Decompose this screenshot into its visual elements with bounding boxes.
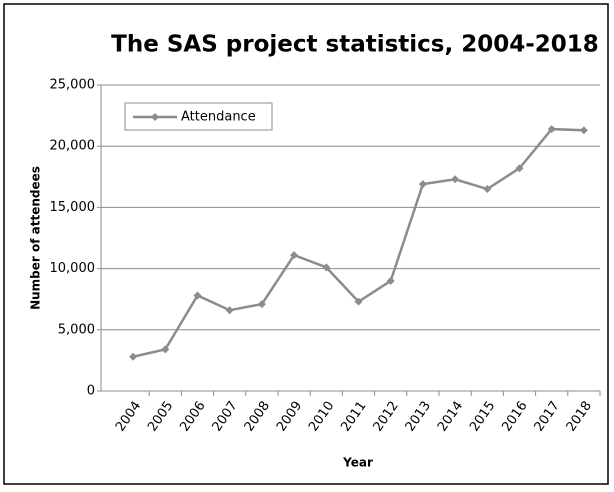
data-point xyxy=(386,276,395,285)
legend-label: Attendance xyxy=(181,110,256,125)
chart-title: The SAS project statistics, 2004-2018 xyxy=(111,32,599,58)
data-point xyxy=(547,125,556,134)
y-tick-label: 20,000 xyxy=(50,139,96,154)
data-point xyxy=(225,306,234,315)
data-point xyxy=(322,263,331,272)
data-point xyxy=(354,297,363,306)
y-tick-label: 15,000 xyxy=(50,200,96,215)
data-point xyxy=(129,352,138,361)
data-point xyxy=(451,175,460,184)
y-tick-label: 0 xyxy=(87,384,95,399)
data-point xyxy=(290,251,299,260)
y-axis-label: Number of attendees xyxy=(29,166,43,310)
data-point xyxy=(161,345,170,354)
data-point xyxy=(483,185,492,194)
y-tick-label: 25,000 xyxy=(50,78,96,93)
data-point xyxy=(418,180,427,189)
data-point xyxy=(515,164,524,173)
data-point xyxy=(257,300,266,309)
y-tick-label: 10,000 xyxy=(50,261,96,276)
chart-frame xyxy=(3,3,609,485)
data-point xyxy=(193,291,202,300)
y-tick-label: 5,000 xyxy=(58,322,95,337)
x-axis-label: Year xyxy=(342,456,373,470)
data-point xyxy=(579,126,588,135)
legend-marker xyxy=(151,113,159,121)
